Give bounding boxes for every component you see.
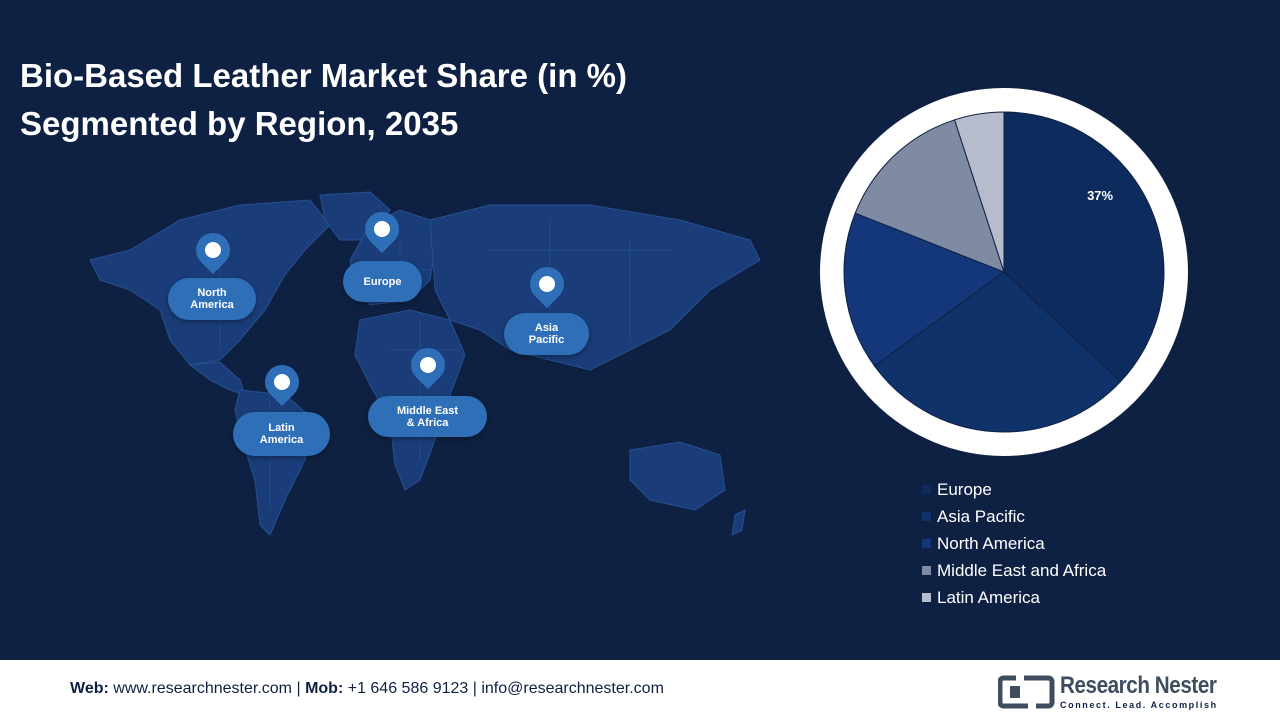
region-label-latin-america: Latin America <box>233 412 330 456</box>
footer-bar: Web: www.researchnester.com | Mob: +1 64… <box>0 660 1280 720</box>
mobile-number: +1 646 586 9123 <box>347 680 469 697</box>
legend-label: Europe <box>937 479 992 499</box>
web-link[interactable]: www.researchnester.com <box>113 680 292 697</box>
title-line-2: Segmented by Region, 2035 <box>20 105 459 142</box>
legend-label: Latin America <box>937 587 1040 607</box>
map-asia <box>429 204 761 371</box>
label-line: Europe <box>363 275 402 288</box>
separator: | <box>472 680 477 697</box>
region-label-asia-pacific: Asia Pacific <box>504 313 589 355</box>
legend-item: Europe <box>922 476 1106 503</box>
web-label: Web: <box>70 680 109 697</box>
pie-slice-north-america[interactable] <box>843 212 1006 367</box>
legend-swatch <box>922 512 931 521</box>
legend-label: North America <box>937 533 1045 553</box>
map-australia <box>629 441 726 511</box>
label-line: Latin <box>268 422 295 434</box>
brand-tagline: Connect. Lead. Accomplish <box>1060 700 1218 710</box>
region-label-middle-east-africa: Middle East & Africa <box>368 396 487 437</box>
mobile-label: Mob: <box>305 680 344 697</box>
legend-label: Middle East and Africa <box>937 560 1107 580</box>
legend-swatch <box>922 593 931 602</box>
pie-slice-latin-america[interactable] <box>953 111 1005 273</box>
region-label-north-america: North America <box>168 278 256 320</box>
separator: | <box>296 680 301 697</box>
legend-swatch <box>922 485 931 494</box>
legend-item: Asia Pacific <box>922 503 1106 530</box>
logo-icon <box>998 675 1055 709</box>
legend-item: Middle East and Africa <box>922 557 1106 584</box>
pie-slice-asia-pacific[interactable] <box>873 271 1122 433</box>
brand-name: Research Nester <box>1060 672 1217 699</box>
research-nester-logo: Research Nester Connect. Lead. Accomplis… <box>998 672 1220 712</box>
pie-slice-europe[interactable] <box>1003 111 1165 383</box>
legend-swatch <box>922 566 931 575</box>
label-line: Middle East <box>396 404 459 417</box>
label-line: North <box>197 287 227 299</box>
pie-data-label: 37% <box>1087 188 1113 203</box>
legend-label: Asia Pacific <box>937 506 1025 526</box>
pie-chart: 37% <box>820 88 1188 456</box>
email-link[interactable]: info@researchnester.com <box>481 680 664 697</box>
map-central-america <box>188 361 246 396</box>
region-label-europe: Europe <box>343 261 422 302</box>
contact-line: Web: www.researchnester.com | Mob: +1 64… <box>70 680 664 698</box>
map-new-zealand <box>731 509 746 536</box>
label-line: America <box>190 299 234 311</box>
label-line: America <box>259 434 304 446</box>
chart-legend: Europe Asia Pacific North America Middle Ea… <box>922 476 1106 611</box>
chart-title: Bio-Based Leather Market Share (in %) Se… <box>20 52 627 148</box>
label-line: Pacific <box>528 334 565 346</box>
label-line: Asia <box>534 322 559 334</box>
legend-item: North America <box>922 530 1106 557</box>
label-line: & Africa <box>406 416 449 429</box>
title-line-1: Bio-Based Leather Market Share (in %) <box>20 57 627 94</box>
legend-swatch <box>922 539 931 548</box>
legend-item: Latin America <box>922 584 1106 611</box>
